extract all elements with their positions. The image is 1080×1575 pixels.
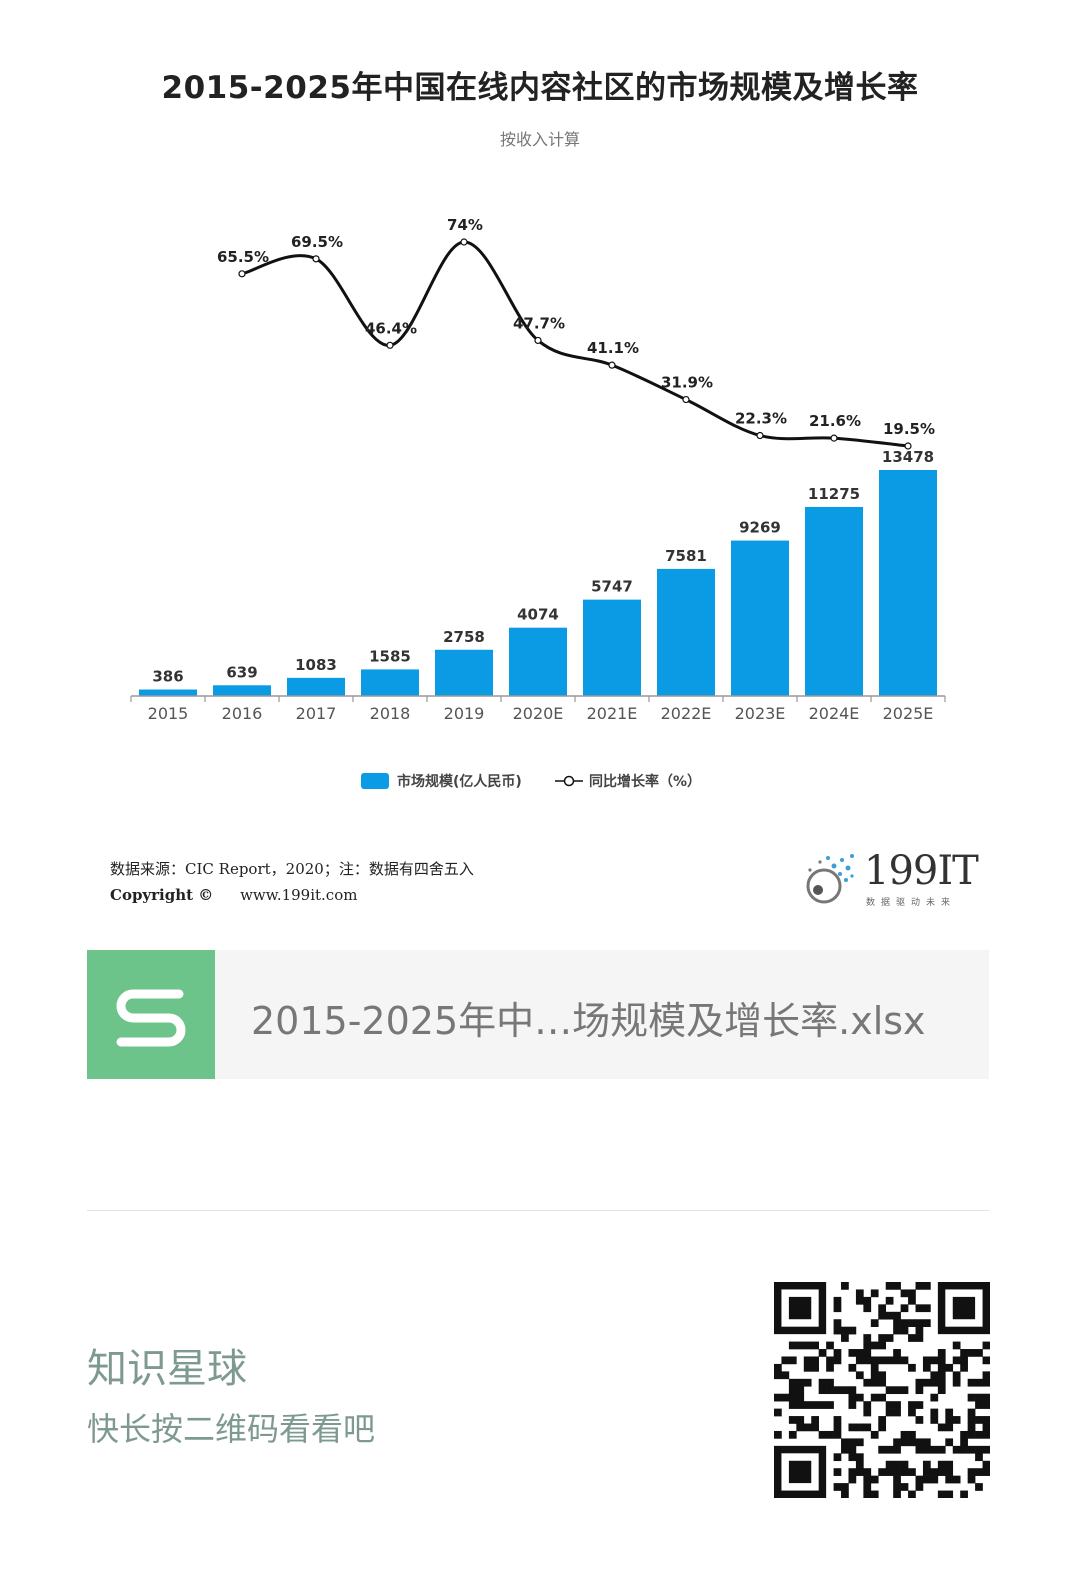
x-tick-label: 2016 xyxy=(222,704,263,723)
legend-bar-swatch xyxy=(361,773,389,789)
bar-2018 xyxy=(361,669,419,696)
brand-name: 199IT xyxy=(864,848,979,894)
bars-layer: 386 639 1083 1585 2758 4074 5747 7581 9269 11275 1… xyxy=(139,448,937,696)
legend-bar-label: 市场规模(亿人民币) xyxy=(397,773,522,790)
growth-label: 65.5% xyxy=(217,248,269,266)
chart-plot: 386 639 1083 1585 2758 4074 5747 7581 9269 11275 1… xyxy=(130,216,946,790)
copyright-note: Copyright © www.199it.com xyxy=(110,886,357,904)
bar-value-label: 7581 xyxy=(665,547,707,565)
growth-point-2023E xyxy=(756,431,764,440)
legend-line-marker xyxy=(563,775,575,787)
bar-value-label: 13478 xyxy=(882,448,934,466)
x-tick-label: 2015 xyxy=(148,704,189,723)
bar-2019 xyxy=(435,649,493,696)
chart-card: 2015-2025年中国在线内容社区的市场规模及增长率 按收入计算 386 639… xyxy=(110,70,979,908)
bar-value-label: 5747 xyxy=(591,578,633,596)
brand-tagline: 数据驱动未来 xyxy=(866,898,957,908)
growth-label: 47.7% xyxy=(513,314,565,332)
website-link[interactable]: www.199it.com xyxy=(240,886,358,904)
growth-point-2021E xyxy=(608,361,616,369)
growth-point-2018 xyxy=(386,341,394,349)
bar-value-label: 9269 xyxy=(739,519,781,537)
bar-value-label: 1083 xyxy=(295,656,337,674)
chart-subtitle: 按收入计算 xyxy=(499,130,580,149)
promo-subtitle: 快长按二维码看看吧 xyxy=(87,1410,376,1448)
bar-2024E xyxy=(805,506,863,696)
growth-label: 69.5% xyxy=(291,233,343,251)
growth-point-2017 xyxy=(312,255,320,263)
copyright-label: Copyright © xyxy=(110,886,214,904)
brand-logo-icon xyxy=(806,854,854,904)
growth-point-2016 xyxy=(238,270,246,278)
attachment-filename: 2015-2025年中…场规模及增长率.xlsx xyxy=(251,999,926,1043)
growth-point-2024E xyxy=(830,434,838,442)
bar-value-label: 639 xyxy=(226,663,257,681)
growth-point-2019 xyxy=(460,238,468,246)
source-note: 数据来源：CIC Report，2020；注：数据有四舍五入 xyxy=(110,860,474,878)
growth-point-2025E xyxy=(904,442,912,450)
growth-point-2020E xyxy=(534,336,542,345)
bar-2023E xyxy=(731,540,789,696)
qr-code-icon[interactable] xyxy=(774,1282,990,1498)
bar-value-label: 386 xyxy=(152,668,183,686)
x-tick-label: 2025E xyxy=(883,704,934,723)
bar-value-label: 4074 xyxy=(517,606,559,624)
x-tick-label: 2024E xyxy=(809,704,860,723)
growth-label: 21.6% xyxy=(809,412,861,430)
growth-label: 74% xyxy=(447,216,483,234)
x-tick-label: 2018 xyxy=(370,704,411,723)
legend: 市场规模(亿人民币) 同比增长率（%） xyxy=(361,773,701,790)
legend-line-label: 同比增长率（%） xyxy=(589,773,701,790)
growth-label: 46.4% xyxy=(365,319,417,337)
bar-2015 xyxy=(139,689,197,696)
bar-value-label: 11275 xyxy=(808,485,860,503)
divider xyxy=(87,1210,989,1211)
growth-label: 22.3% xyxy=(735,410,787,428)
bar-2017 xyxy=(287,677,345,696)
spreadsheet-s-icon xyxy=(87,950,215,1079)
attachment-card[interactable]: 2015-2025年中…场规模及增长率.xlsx xyxy=(87,950,989,1079)
x-tick-label: 2017 xyxy=(296,704,337,723)
growth-line-layer: 65.5% 69.5% 46.4% 74% 47.7% 41.1% 31.9% 22.3% 21… xyxy=(217,216,935,450)
bar-value-label: 1585 xyxy=(369,647,411,665)
x-tick-label: 2021E xyxy=(587,704,638,723)
growth-rate-line xyxy=(241,240,909,448)
growth-label: 19.5% xyxy=(883,420,935,438)
x-axis: 2015 2016 2017 2018 2019 2020E 2021E 2022E 2023E… xyxy=(130,695,946,723)
bar-2020E xyxy=(509,627,567,696)
bar-2021E xyxy=(583,599,641,696)
chart-title: 2015-2025年中国在线内容社区的市场规模及增长率 xyxy=(161,70,919,106)
x-tick-label: 2022E xyxy=(661,704,712,723)
growth-point-2022E xyxy=(682,395,690,404)
bar-value-label: 2758 xyxy=(443,628,485,646)
x-tick-label: 2019 xyxy=(444,704,485,723)
promo-title: 知识星球 xyxy=(87,1346,247,1392)
bar-2022E xyxy=(657,568,715,696)
x-tick-label: 2023E xyxy=(735,704,786,723)
bar-2016 xyxy=(213,685,271,696)
x-tick-label: 2020E xyxy=(513,704,564,723)
bar-2025E xyxy=(879,470,937,696)
growth-label: 41.1% xyxy=(587,339,639,357)
growth-label: 31.9% xyxy=(661,374,713,392)
